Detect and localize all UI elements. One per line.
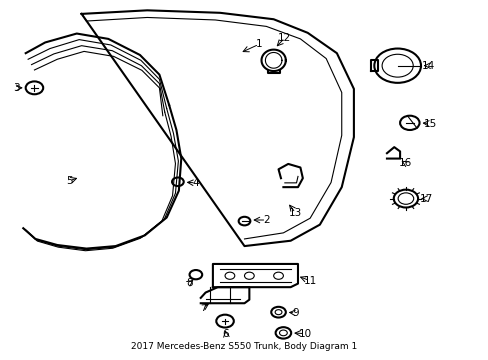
Text: 9: 9	[292, 308, 298, 318]
Text: 8: 8	[186, 278, 192, 288]
Text: 6: 6	[222, 329, 229, 339]
Text: 12: 12	[278, 33, 291, 43]
Text: 4: 4	[192, 178, 199, 188]
Text: 5: 5	[66, 176, 73, 186]
Text: 17: 17	[419, 194, 432, 203]
Text: 2017 Mercedes-Benz S550 Trunk, Body Diagram 1: 2017 Mercedes-Benz S550 Trunk, Body Diag…	[131, 342, 357, 351]
Text: 1: 1	[255, 39, 262, 49]
Text: 16: 16	[398, 158, 411, 168]
Text: 14: 14	[421, 61, 434, 71]
Text: 7: 7	[200, 302, 206, 312]
Text: 11: 11	[303, 276, 316, 286]
Text: 3: 3	[13, 83, 19, 93]
Text: 13: 13	[288, 208, 302, 218]
Text: 10: 10	[298, 329, 311, 339]
Text: 15: 15	[423, 118, 436, 129]
Text: 2: 2	[263, 215, 269, 225]
